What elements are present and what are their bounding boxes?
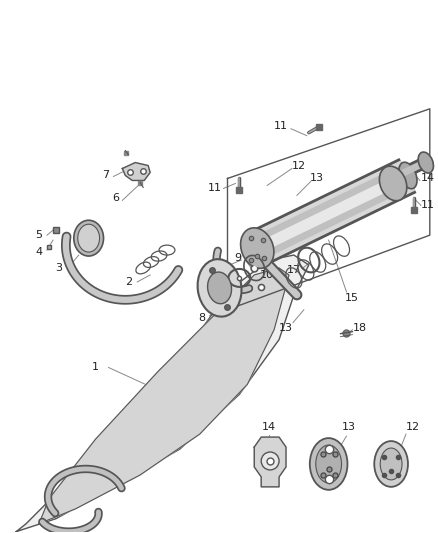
Ellipse shape: [208, 272, 232, 304]
Text: 18: 18: [353, 322, 367, 333]
Text: 11: 11: [274, 121, 288, 131]
Ellipse shape: [399, 162, 417, 189]
Ellipse shape: [379, 166, 407, 201]
Text: 3: 3: [55, 263, 62, 273]
Text: 6: 6: [112, 193, 119, 204]
Text: 13: 13: [342, 422, 356, 432]
Text: 14: 14: [421, 173, 435, 183]
Text: 10: 10: [260, 270, 274, 280]
Text: 4: 4: [35, 247, 42, 257]
Text: 11: 11: [421, 200, 435, 211]
Ellipse shape: [74, 220, 103, 256]
Text: 12: 12: [215, 260, 229, 270]
Text: 12: 12: [406, 422, 420, 432]
Polygon shape: [39, 268, 289, 523]
Ellipse shape: [245, 237, 263, 263]
Text: 17: 17: [287, 265, 301, 275]
Text: 2: 2: [125, 277, 132, 287]
Ellipse shape: [316, 445, 342, 483]
Text: 11: 11: [208, 183, 222, 193]
Text: 9: 9: [234, 253, 241, 263]
Text: 15: 15: [344, 293, 358, 303]
Text: 8: 8: [198, 313, 205, 323]
Ellipse shape: [261, 452, 279, 470]
Polygon shape: [16, 255, 309, 531]
Text: 7: 7: [102, 171, 109, 181]
Ellipse shape: [380, 448, 402, 480]
Ellipse shape: [310, 438, 347, 490]
Ellipse shape: [240, 228, 274, 268]
Ellipse shape: [78, 224, 99, 252]
Text: 13: 13: [279, 322, 293, 333]
Text: 5: 5: [35, 230, 42, 240]
Text: 16: 16: [212, 293, 226, 303]
Polygon shape: [122, 163, 150, 181]
Ellipse shape: [198, 259, 241, 317]
Text: 13: 13: [310, 173, 324, 183]
Text: 12: 12: [292, 160, 306, 171]
Ellipse shape: [418, 152, 434, 173]
Text: 14: 14: [262, 422, 276, 432]
Polygon shape: [254, 437, 286, 487]
Ellipse shape: [374, 441, 408, 487]
Text: 1: 1: [92, 362, 99, 373]
